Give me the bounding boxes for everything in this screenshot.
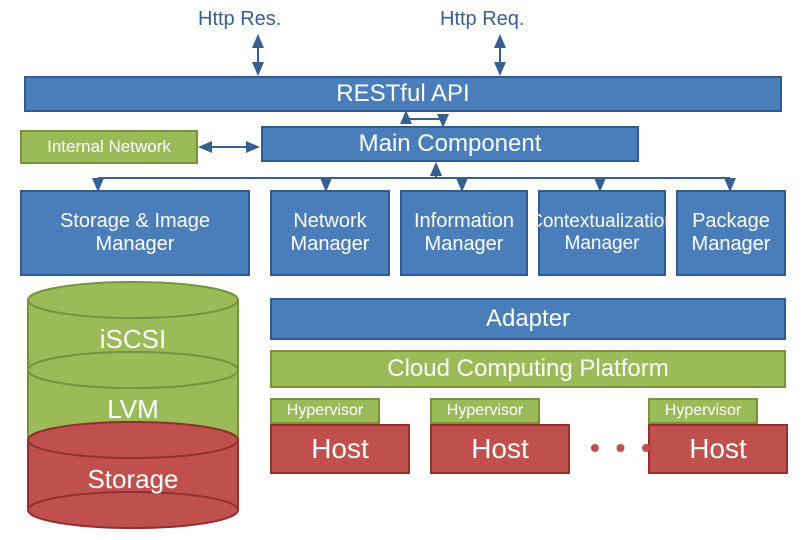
cloud_platform-box: Cloud Computing Platform — [270, 350, 786, 388]
text-label: Http Res. — [198, 8, 281, 31]
context_mgr-box: Contextualization Manager — [538, 190, 666, 276]
package_mgr-box: Package Manager — [676, 190, 786, 276]
hv2-box: Hypervisor — [430, 398, 540, 424]
adapter-box: Adapter — [270, 298, 786, 340]
host2-box: Host — [430, 424, 570, 474]
host3-box: Host — [648, 424, 788, 474]
hv3-box: Hypervisor — [648, 398, 758, 424]
text-label: Http Req. — [440, 8, 524, 31]
internal_network-box: Internal Network — [20, 130, 198, 164]
cylinder-layer-label: LVM — [107, 394, 159, 424]
ellipsis-dots: • • • — [590, 432, 655, 464]
cylinder-layer-label: iSCSI — [100, 324, 166, 354]
host1-box: Host — [270, 424, 410, 474]
network_mgr-box: Network Manager — [270, 190, 390, 276]
info_mgr-box: Information Manager — [400, 190, 528, 276]
storage-cylinder: iSCSI LVM Storage — [26, 280, 240, 530]
storage_image_mgr-box: Storage & Image Manager — [20, 190, 250, 276]
main_component-box: Main Component — [261, 126, 639, 162]
cylinder-layer-label: Storage — [87, 464, 178, 494]
restful_api-box: RESTful API — [24, 76, 782, 112]
hv1-box: Hypervisor — [270, 398, 380, 424]
